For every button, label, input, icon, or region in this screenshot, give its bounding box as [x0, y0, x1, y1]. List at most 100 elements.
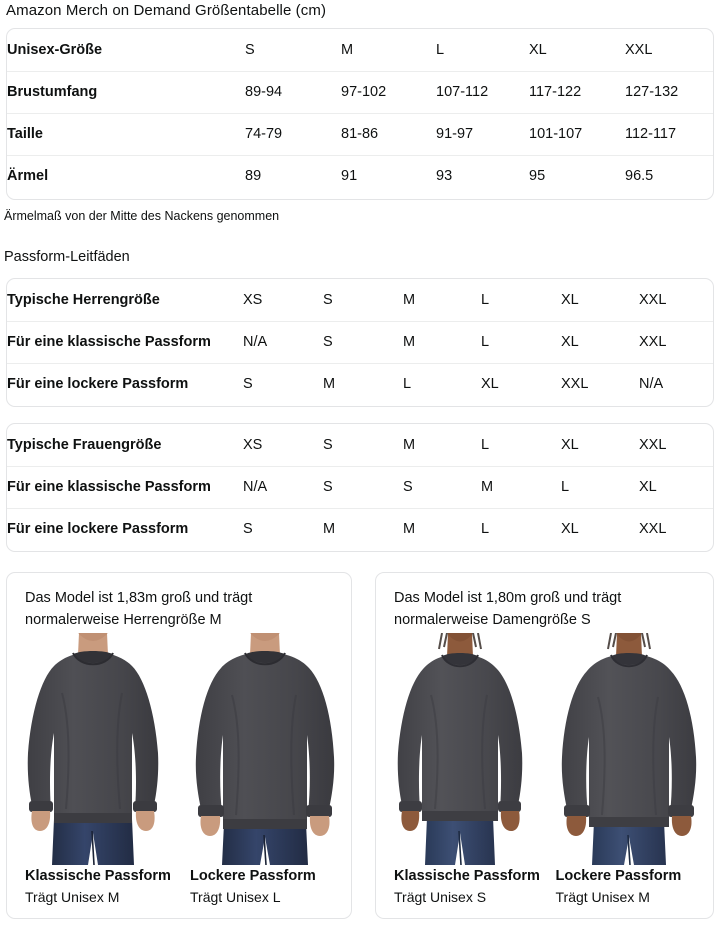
mens-col-xs: XS — [243, 291, 263, 308]
womens-relaxed-xxl: XXL — [639, 507, 713, 550]
table-row: Taille 74-79 81-86 91-97 101-107 112-117 — [7, 112, 713, 155]
womens-relaxed-m: M — [403, 507, 481, 550]
female-relaxed-fit-name: Lockere Passform — [555, 868, 682, 884]
womens-size-header: Typische Frauengröße — [7, 436, 162, 453]
male-relaxed-fit-label-group: Lockere Passform Trägt Unisex L — [186, 865, 351, 908]
page-title: Amazon Merch on Demand Größentabelle (cm… — [6, 2, 327, 19]
mens-fit-guide-table: Typische Herrengröße XS S M L XL XXL Für… — [7, 279, 713, 405]
table-header-row: Unisex-Größe S M L XL XXL — [7, 29, 713, 71]
table-header-row: Typische Herrengröße XS S M L XL XXL — [7, 279, 713, 321]
female-relaxed-fit-wears: Trägt Unisex M — [555, 889, 650, 905]
womens-col-l: L — [481, 436, 490, 453]
table-row: Für eine klassische Passform N/A S M L X… — [7, 320, 713, 363]
row-label-chest: Brustumfang — [7, 70, 245, 113]
size-col-l: L — [436, 41, 445, 58]
mens-col-xl: XL — [561, 291, 579, 308]
womens-relaxed-fit-label: Für eine lockere Passform — [7, 507, 243, 550]
womens-col-m: M — [403, 436, 416, 453]
sleeve-measurement-note: Ärmelmaß von der Mitte des Nackens genom… — [4, 209, 280, 223]
fit-guides-title: Passform-Leitfäden — [4, 249, 130, 265]
mens-relaxed-m: L — [403, 362, 481, 405]
mens-classic-xs: N/A — [243, 320, 323, 363]
sleeve-xxl: 96.5 — [625, 154, 713, 197]
male-relaxed-fit-name: Lockere Passform — [190, 868, 316, 884]
mens-relaxed-fit-label: Für eine lockere Passform — [7, 362, 243, 405]
chest-m: 97-102 — [341, 70, 436, 113]
sleeve-xl: 95 — [529, 154, 625, 197]
size-col-s: S — [245, 41, 255, 58]
female-relaxed-fit-label-group: Lockere Passform Trägt Unisex M — [552, 865, 714, 908]
mens-fit-guide-card: Typische Herrengröße XS S M L XL XXL Für… — [6, 278, 714, 407]
womens-fit-guide-card: Typische Frauengröße XS S M L XL XXL Für… — [6, 423, 714, 552]
female-relaxed-fit-figure — [545, 633, 714, 865]
row-label-waist: Taille — [7, 112, 245, 155]
female-model-card: Das Model ist 1,80m groß und trägt norma… — [375, 572, 714, 919]
male-classic-fit-figure — [7, 633, 179, 865]
waist-m: 81-86 — [341, 112, 436, 155]
waist-xxl: 112-117 — [625, 112, 713, 155]
male-fit-labels: Klassische Passform Trägt Unisex M Locke… — [7, 865, 351, 908]
mens-classic-xxl: XXL — [639, 320, 713, 363]
chest-l: 107-112 — [436, 70, 529, 113]
womens-classic-m: S — [403, 465, 481, 508]
mens-relaxed-s: M — [323, 362, 403, 405]
female-classic-fit-name: Klassische Passform — [394, 868, 540, 884]
mens-relaxed-xxl: N/A — [639, 362, 713, 405]
chest-xxl: 127-132 — [625, 70, 713, 113]
table-row: Für eine klassische Passform N/A S S M L… — [7, 465, 713, 508]
male-model-figures — [7, 633, 351, 865]
female-fit-labels: Klassische Passform Trägt Unisex S Locke… — [376, 865, 713, 908]
unisex-size-table: Unisex-Größe S M L XL XXL Brustumfang 89… — [7, 29, 713, 197]
female-model-classic-fit-photo — [385, 633, 536, 865]
male-model-card: Das Model ist 1,83m groß und trägt norma… — [6, 572, 352, 919]
waist-xl: 101-107 — [529, 112, 625, 155]
mens-col-xxl: XXL — [639, 291, 667, 308]
sleeve-l: 93 — [436, 154, 529, 197]
size-col-m: M — [341, 41, 354, 58]
chest-s: 89-94 — [245, 70, 341, 113]
size-col-xxl: XXL — [625, 41, 653, 58]
womens-classic-l: M — [481, 465, 561, 508]
womens-col-xl: XL — [561, 436, 579, 453]
mens-relaxed-xl: XXL — [561, 362, 639, 405]
mens-classic-m: M — [403, 320, 481, 363]
mens-col-m: M — [403, 291, 416, 308]
sleeve-s: 89 — [245, 154, 341, 197]
sleeve-m: 91 — [341, 154, 436, 197]
unisex-size-table-card: Unisex-Größe S M L XL XXL Brustumfang 89… — [6, 28, 714, 200]
womens-col-s: S — [323, 436, 333, 453]
womens-relaxed-xl: XL — [561, 507, 639, 550]
mens-classic-xl: XL — [561, 320, 639, 363]
womens-classic-s: S — [323, 465, 403, 508]
male-relaxed-fit-figure — [179, 633, 351, 865]
size-col-xl: XL — [529, 41, 547, 58]
mens-classic-fit-label: Für eine klassische Passform — [7, 320, 243, 363]
male-model-caption: Das Model ist 1,83m groß und trägt norma… — [25, 590, 253, 628]
female-model-figures — [376, 633, 713, 865]
male-model-relaxed-fit-photo — [190, 633, 340, 865]
womens-col-xxl: XXL — [639, 436, 667, 453]
female-classic-fit-wears: Trägt Unisex S — [394, 889, 487, 905]
womens-fit-guide-table: Typische Frauengröße XS S M L XL XXL Für… — [7, 424, 713, 550]
row-label-sleeve: Ärmel — [7, 154, 245, 197]
table-header-row: Typische Frauengröße XS S M L XL XXL — [7, 424, 713, 466]
female-model-relaxed-fit-photo — [553, 633, 704, 865]
male-model-classic-fit-photo — [18, 633, 168, 865]
womens-classic-xl: L — [561, 465, 639, 508]
chest-xl: 117-122 — [529, 70, 625, 113]
table-row: Für eine lockere Passform S M M L XL XXL — [7, 507, 713, 550]
mens-relaxed-xs: S — [243, 362, 323, 405]
waist-l: 91-97 — [436, 112, 529, 155]
womens-relaxed-xs: S — [243, 507, 323, 550]
table-row: Für eine lockere Passform S M L XL XXL N… — [7, 362, 713, 405]
mens-classic-s: S — [323, 320, 403, 363]
womens-classic-xs: N/A — [243, 465, 323, 508]
mens-col-s: S — [323, 291, 333, 308]
table-row: Ärmel 89 91 93 95 96.5 — [7, 154, 713, 197]
waist-s: 74-79 — [245, 112, 341, 155]
unisex-size-header: Unisex-Größe — [7, 41, 103, 58]
mens-col-l: L — [481, 291, 490, 308]
female-classic-fit-label-group: Klassische Passform Trägt Unisex S — [376, 865, 552, 908]
male-classic-fit-name: Klassische Passform — [25, 868, 171, 884]
